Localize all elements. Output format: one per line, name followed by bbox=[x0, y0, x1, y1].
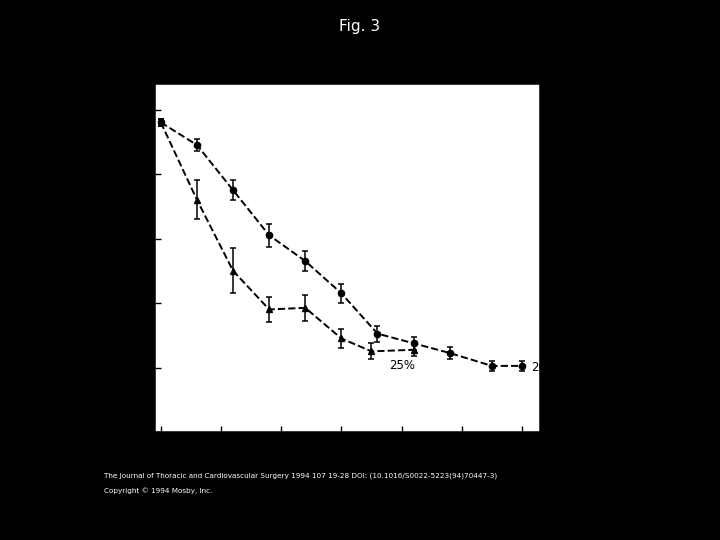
Text: Single: Single bbox=[549, 104, 588, 117]
X-axis label: Months: Months bbox=[322, 455, 373, 469]
Y-axis label: Survival: Survival bbox=[110, 230, 125, 286]
Text: 20.6%: 20.6% bbox=[531, 361, 568, 374]
Text: P<0.05 at 3 Yrs: P<0.05 at 3 Yrs bbox=[442, 477, 540, 490]
Text: 25%: 25% bbox=[390, 360, 415, 373]
Text: The Journal of Thoracic and Cardiovascular Surgery 1994 107 19-28 DOI: (10.1016/: The Journal of Thoracic and Cardiovascul… bbox=[104, 472, 498, 479]
Text: Copyright © 1994 Mosby, Inc.: Copyright © 1994 Mosby, Inc. bbox=[104, 487, 213, 494]
Text: Multiple: Multiple bbox=[549, 172, 598, 185]
Text: Fig. 3: Fig. 3 bbox=[339, 19, 381, 34]
